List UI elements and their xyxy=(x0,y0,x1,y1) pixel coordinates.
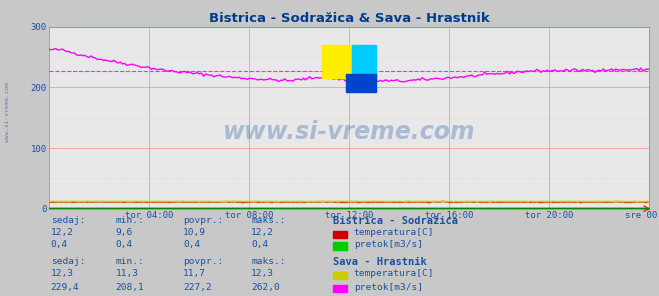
Text: 208,1: 208,1 xyxy=(115,283,144,292)
Text: min.:: min.: xyxy=(115,258,144,266)
Text: maks.:: maks.: xyxy=(251,216,285,225)
Text: 0,4: 0,4 xyxy=(183,240,200,249)
Text: min.:: min.: xyxy=(115,216,144,225)
Text: Bistrica - Sodražica: Bistrica - Sodražica xyxy=(333,215,458,226)
Bar xyxy=(353,45,376,78)
Text: 10,9: 10,9 xyxy=(183,228,206,237)
Text: maks.:: maks.: xyxy=(251,258,285,266)
Text: sedaj:: sedaj: xyxy=(51,258,85,266)
Text: pretok[m3/s]: pretok[m3/s] xyxy=(354,240,423,249)
Text: povpr.:: povpr.: xyxy=(183,216,223,225)
Text: Sava - Hrastnik: Sava - Hrastnik xyxy=(333,257,426,267)
Text: 0,4: 0,4 xyxy=(115,240,132,249)
Text: 12,2: 12,2 xyxy=(51,228,74,237)
Text: 0,4: 0,4 xyxy=(251,240,268,249)
Text: 11,7: 11,7 xyxy=(183,269,206,278)
Text: 12,2: 12,2 xyxy=(251,228,274,237)
Bar xyxy=(346,74,376,92)
Text: www.si-vreme.com: www.si-vreme.com xyxy=(223,120,476,144)
Text: 9,6: 9,6 xyxy=(115,228,132,237)
Text: 12,3: 12,3 xyxy=(251,269,274,278)
Text: temperatura[C]: temperatura[C] xyxy=(354,228,434,237)
Text: pretok[m3/s]: pretok[m3/s] xyxy=(354,283,423,292)
Text: 262,0: 262,0 xyxy=(251,283,280,292)
Text: sedaj:: sedaj: xyxy=(51,216,85,225)
Text: www.si-vreme.com: www.si-vreme.com xyxy=(5,83,11,142)
Text: 11,3: 11,3 xyxy=(115,269,138,278)
Text: 229,4: 229,4 xyxy=(51,283,80,292)
Bar xyxy=(322,45,353,78)
Text: povpr.:: povpr.: xyxy=(183,258,223,266)
Title: Bistrica - Sodražica & Sava - Hrastnik: Bistrica - Sodražica & Sava - Hrastnik xyxy=(209,12,490,25)
Text: 227,2: 227,2 xyxy=(183,283,212,292)
Text: 12,3: 12,3 xyxy=(51,269,74,278)
Text: 0,4: 0,4 xyxy=(51,240,68,249)
Text: temperatura[C]: temperatura[C] xyxy=(354,269,434,278)
